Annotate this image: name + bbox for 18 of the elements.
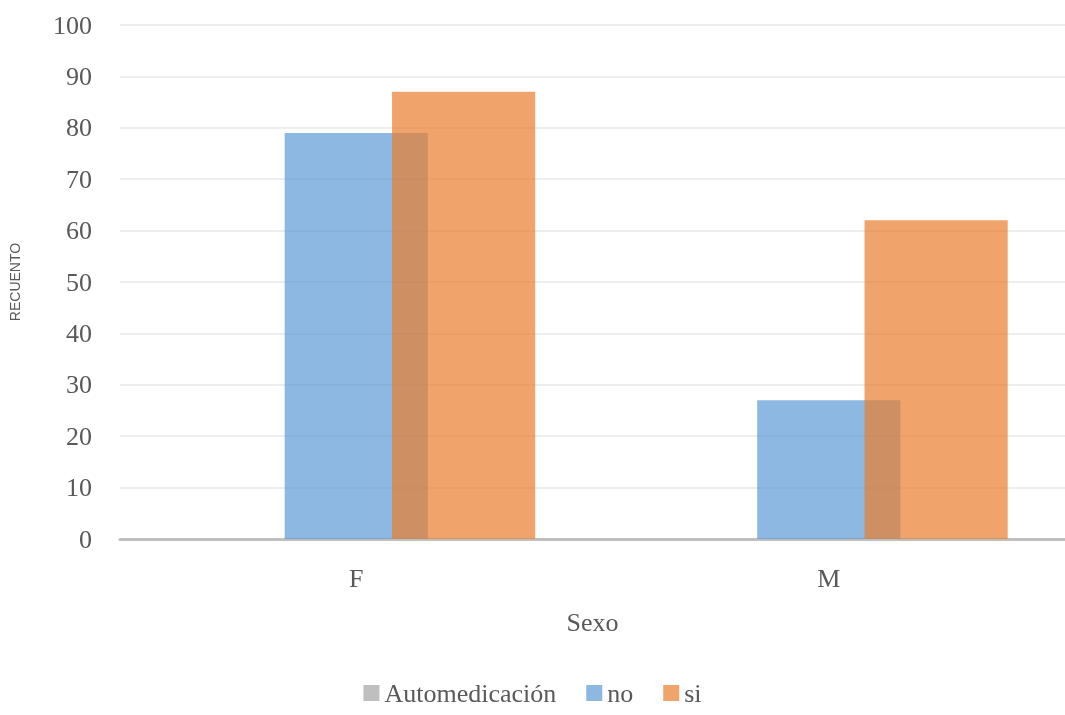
y-tick-label: 100 (53, 10, 92, 40)
y-axis-title: RECUENTO (7, 242, 23, 322)
y-tick-label: 30 (66, 370, 92, 400)
y-tick-label: 70 (66, 164, 92, 194)
y-tick-label: 50 (66, 267, 92, 297)
y-tick-label: 20 (66, 421, 92, 451)
x-tick-label: M (817, 563, 841, 593)
x-axis-title: Sexo (566, 607, 619, 637)
y-tick-label: 60 (66, 216, 92, 246)
y-tick-label: 0 (79, 524, 92, 554)
x-tick-label: F (349, 563, 364, 593)
y-tick-label: 90 (66, 61, 92, 91)
y-tick-label: 10 (66, 473, 92, 503)
y-tick-label: 40 (66, 318, 92, 348)
legend-label: si (684, 678, 702, 708)
legend-label: Automedicación (384, 678, 557, 708)
y-tick-label: 80 (66, 113, 92, 143)
legend-label: no (607, 678, 634, 708)
